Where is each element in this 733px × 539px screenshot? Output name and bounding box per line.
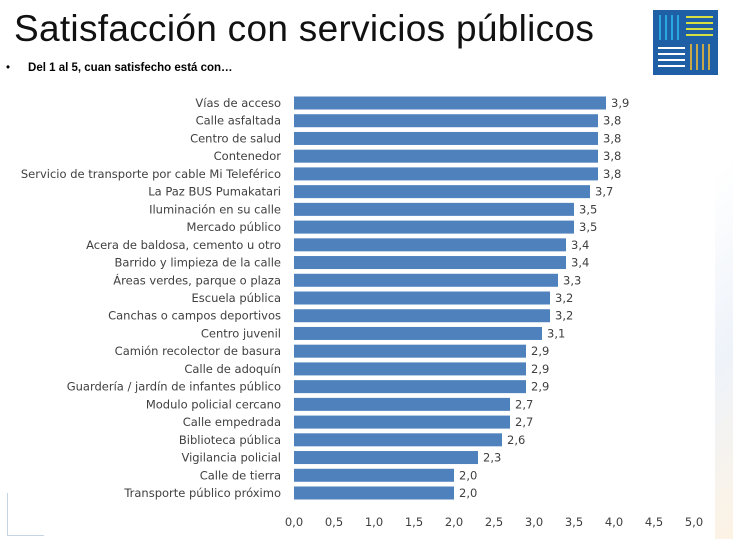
category-label: Barrido y limpieza de la calle [114, 256, 281, 270]
category-label: Centro juvenil [201, 326, 281, 340]
data-label: 2,6 [507, 433, 525, 447]
category-label: Mercado público [187, 220, 281, 234]
bar [294, 326, 542, 340]
bar [294, 149, 598, 163]
bar [294, 380, 526, 394]
data-label: 3,5 [579, 220, 597, 234]
data-label: 3,8 [603, 114, 621, 128]
x-tick-label: 4,0 [605, 515, 623, 529]
data-label: 3,9 [611, 96, 629, 110]
bar [294, 291, 550, 305]
data-label: 2,9 [531, 362, 549, 376]
category-label: Servicio de transporte por cable Mi Tele… [21, 167, 281, 181]
data-label: 3,8 [603, 131, 621, 145]
category-label: Vigilancia policial [181, 451, 281, 465]
decorative-corner [7, 493, 44, 536]
category-label: La Paz BUS Pumakatari [148, 185, 281, 199]
x-tick-label: 4,5 [645, 515, 663, 529]
subtitle: • Del 1 al 5, cuan satisfecho está con… [6, 62, 233, 74]
logo-icon [653, 10, 718, 75]
category-label: Contenedor [214, 149, 282, 163]
x-tick-label: 0,5 [325, 515, 343, 529]
data-label: 2,7 [515, 415, 533, 429]
category-label: Camión recolector de basura [115, 344, 281, 358]
bar [294, 114, 598, 128]
x-tick-label: 5,0 [685, 515, 703, 529]
subtitle-text: Del 1 al 5, cuan satisfecho está con… [28, 62, 233, 74]
bar [294, 256, 566, 270]
category-label: Calle asfaltada [196, 114, 281, 128]
category-label: Transporte público próximo [123, 486, 281, 500]
category-label: Calle de adoquín [184, 362, 281, 376]
category-label: Calle de tierra [200, 468, 281, 482]
x-tick-label: 0,0 [285, 515, 303, 529]
category-label: Guardería / jardín de infantes público [67, 380, 281, 394]
data-label: 2,0 [459, 486, 477, 500]
category-label: Escuela pública [192, 291, 282, 305]
x-tick-label: 2,0 [445, 515, 463, 529]
data-label: 2,9 [531, 344, 549, 358]
bar [294, 273, 558, 287]
bar [294, 202, 574, 216]
bar [294, 433, 502, 447]
category-label: Iluminación en su calle [149, 202, 281, 216]
x-tick-label: 3,0 [525, 515, 543, 529]
data-label: 3,4 [571, 238, 589, 252]
x-tick-label: 3,5 [565, 515, 583, 529]
data-label: 3,4 [571, 256, 589, 270]
bar [294, 468, 454, 482]
bar [294, 131, 598, 145]
category-label: Centro de salud [190, 131, 281, 145]
data-label: 2,0 [459, 468, 477, 482]
bar [294, 96, 606, 110]
category-label: Biblioteca pública [179, 433, 281, 447]
x-tick-label: 2,5 [485, 515, 503, 529]
bar [294, 451, 478, 465]
category-label: Acera de baldosa, cemento u otro [86, 238, 281, 252]
data-label: 2,3 [483, 451, 501, 465]
data-label: 2,7 [515, 397, 533, 411]
data-label: 3,5 [579, 202, 597, 216]
bar [294, 397, 510, 411]
category-label: Modulo policial cercano [146, 397, 281, 411]
bar [294, 362, 526, 376]
bar [294, 344, 526, 358]
x-tick-label: 1,0 [365, 515, 383, 529]
category-label: Calle empedrada [183, 415, 281, 429]
page-title: Satisfacción con servicios públicos [14, 8, 595, 49]
bar [294, 415, 510, 429]
bar [294, 185, 590, 199]
bar [294, 220, 574, 234]
bar [294, 309, 550, 323]
data-label: 3,7 [595, 185, 613, 199]
x-tick-label: 1,5 [405, 515, 423, 529]
category-label: Áreas verdes, parque o plaza [113, 272, 281, 287]
data-label: 3,2 [555, 309, 573, 323]
bar [294, 486, 454, 500]
bar [294, 167, 598, 181]
data-label: 2,9 [531, 380, 549, 394]
bar [294, 238, 566, 252]
data-label: 3,8 [603, 167, 621, 181]
data-label: 3,3 [563, 273, 581, 287]
data-label: 3,2 [555, 291, 573, 305]
bullet: • [6, 62, 11, 74]
data-label: 3,1 [547, 326, 565, 340]
category-label: Vías de acceso [195, 96, 281, 110]
data-label: 3,8 [603, 149, 621, 163]
category-label: Canchas o campos deportivos [108, 309, 281, 323]
